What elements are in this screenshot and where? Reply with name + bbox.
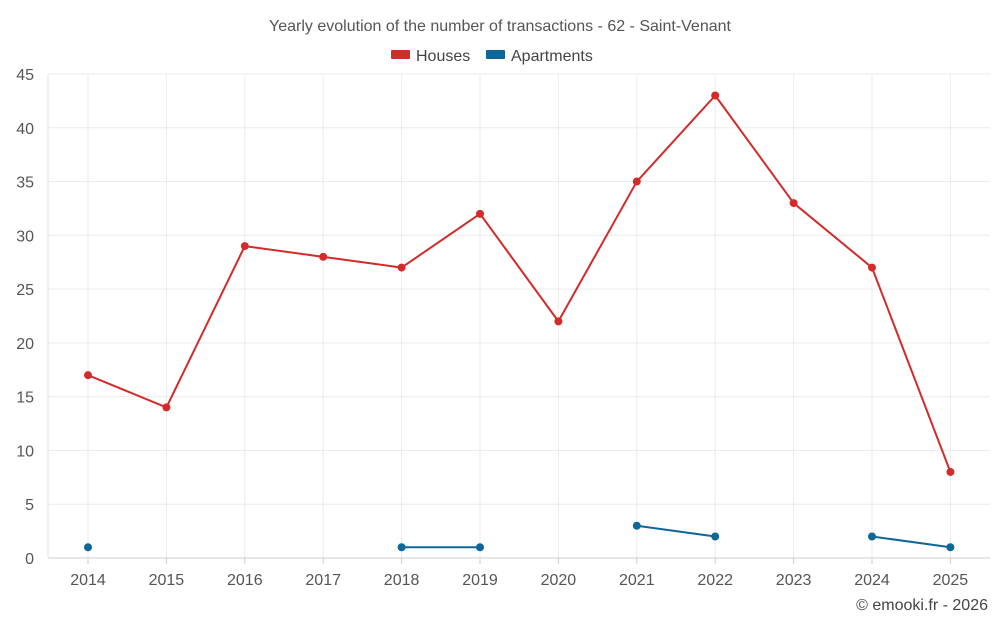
copyright-credit: © emooki.fr - 2026 bbox=[856, 597, 988, 614]
apartments-point-2024 bbox=[868, 532, 876, 541]
apartments-point-2014 bbox=[84, 543, 92, 552]
x-tick-label: 2014 bbox=[70, 572, 106, 589]
houses-point-2014 bbox=[84, 371, 92, 380]
apartments-line-segment bbox=[871, 535, 951, 549]
y-tick-label: 40 bbox=[16, 121, 34, 138]
houses-line-segment bbox=[87, 94, 952, 473]
houses-point-2019 bbox=[476, 209, 484, 218]
y-tick-label: 5 bbox=[25, 497, 34, 514]
x-axis-ticks: 2014 2015 2016 2017 2018 2019 2020 2021 2022 2023… bbox=[70, 572, 968, 589]
series-houses bbox=[84, 91, 955, 476]
axes bbox=[47, 74, 990, 559]
apartments-point-2019 bbox=[476, 543, 484, 552]
x-tick-label: 2022 bbox=[697, 572, 733, 589]
legend-label-apartments: Apartments bbox=[511, 48, 593, 65]
apartments-point-2021 bbox=[632, 521, 641, 530]
x-tick-label: 2024 bbox=[854, 572, 890, 589]
y-tick-label: 0 bbox=[25, 551, 34, 568]
houses-point-2022 bbox=[711, 91, 720, 100]
houses-point-2015 bbox=[162, 403, 171, 412]
houses-point-2021 bbox=[632, 177, 641, 186]
houses-point-2016 bbox=[240, 242, 249, 251]
houses-point-2020 bbox=[554, 317, 563, 326]
x-tick-label: 2025 bbox=[933, 572, 969, 589]
y-tick-label: 30 bbox=[16, 228, 34, 245]
houses-point-2024 bbox=[868, 263, 876, 272]
y-tick-label: 20 bbox=[16, 336, 34, 353]
x-tick-label: 2016 bbox=[227, 572, 263, 589]
chart-title: Yearly evolution of the number of transa… bbox=[269, 18, 731, 35]
legend-swatch-apartments bbox=[486, 50, 505, 59]
y-tick-label: 45 bbox=[16, 67, 34, 84]
y-tick-label: 35 bbox=[16, 175, 34, 192]
series-apartments bbox=[84, 521, 955, 552]
x-tick-label: 2015 bbox=[149, 572, 185, 589]
y-tick-label: 25 bbox=[16, 282, 34, 299]
y-grid bbox=[48, 73, 990, 505]
x-grid bbox=[87, 74, 951, 564]
apartments-point-2018 bbox=[397, 543, 406, 552]
x-tick-label: 2021 bbox=[619, 572, 655, 589]
apartments-point-2025 bbox=[946, 543, 955, 552]
x-tick-label: 2020 bbox=[541, 572, 577, 589]
legend-swatch-houses bbox=[391, 50, 410, 59]
x-tick-label: 2019 bbox=[462, 572, 498, 589]
houses-point-2025 bbox=[946, 467, 955, 476]
x-tick-label: 2018 bbox=[384, 572, 420, 589]
houses-point-2017 bbox=[319, 252, 328, 261]
houses-point-2023 bbox=[789, 199, 798, 208]
apartments-point-2022 bbox=[711, 532, 720, 541]
y-tick-label: 10 bbox=[16, 443, 34, 460]
x-tick-label: 2017 bbox=[305, 572, 341, 589]
legend-label-houses: Houses bbox=[416, 48, 470, 65]
y-axis-ticks: 0 5 10 15 20 25 30 35 40 45 bbox=[16, 67, 34, 568]
houses-point-2018 bbox=[397, 263, 406, 272]
apartments-line-segment bbox=[636, 524, 716, 538]
legend: Houses Apartments bbox=[391, 48, 593, 65]
x-tick-label: 2023 bbox=[776, 572, 812, 589]
series-group bbox=[84, 91, 955, 552]
y-tick-label: 15 bbox=[16, 390, 34, 407]
